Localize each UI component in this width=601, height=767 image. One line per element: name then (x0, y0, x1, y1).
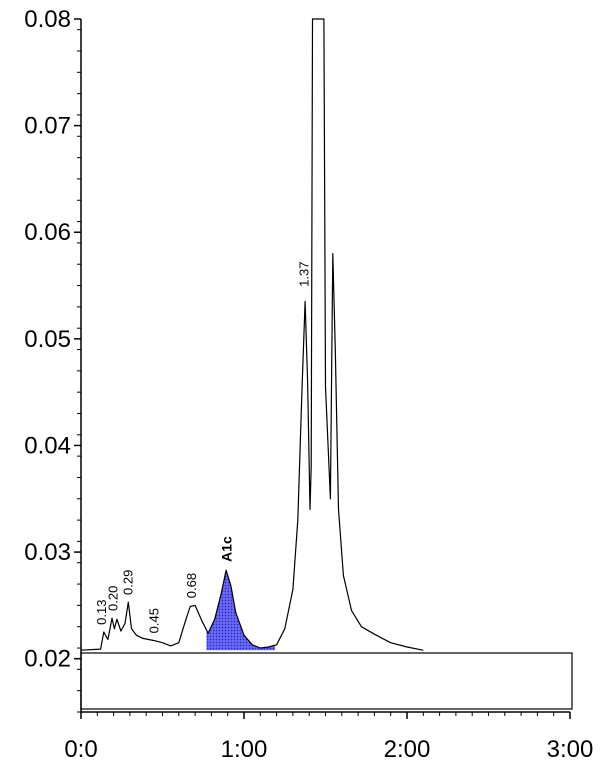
x-tick-label: 1:00 (221, 736, 268, 763)
peak-label: 0.29 (120, 570, 135, 595)
y-tick-label: 0.06 (24, 219, 71, 246)
y-tick-label: 0.04 (24, 432, 71, 459)
x-tick-label: 0:0 (64, 736, 97, 763)
y-tick-label: 0.07 (24, 113, 71, 140)
y-tick-label: 0.03 (24, 539, 71, 566)
series-line (80, 18, 424, 651)
peak-label: 1.37 (296, 262, 311, 287)
y-tick-label: 0.05 (24, 326, 71, 353)
y-tick-label: 0.08 (24, 6, 71, 33)
x-tick-label: 2:00 (384, 736, 431, 763)
baseline-box (80, 652, 573, 710)
x-tick-label: 3:00 (547, 736, 594, 763)
peak-label: 0.68 (184, 573, 199, 598)
y-tick-label: 0.02 (24, 646, 71, 673)
peak-label: 0.20 (106, 586, 121, 611)
peak-label: 0.13 (94, 600, 109, 625)
peak-label: 0.45 (146, 608, 161, 633)
peak-label-a1c: A1c (219, 536, 235, 562)
a1c-shaded-area (206, 570, 275, 651)
